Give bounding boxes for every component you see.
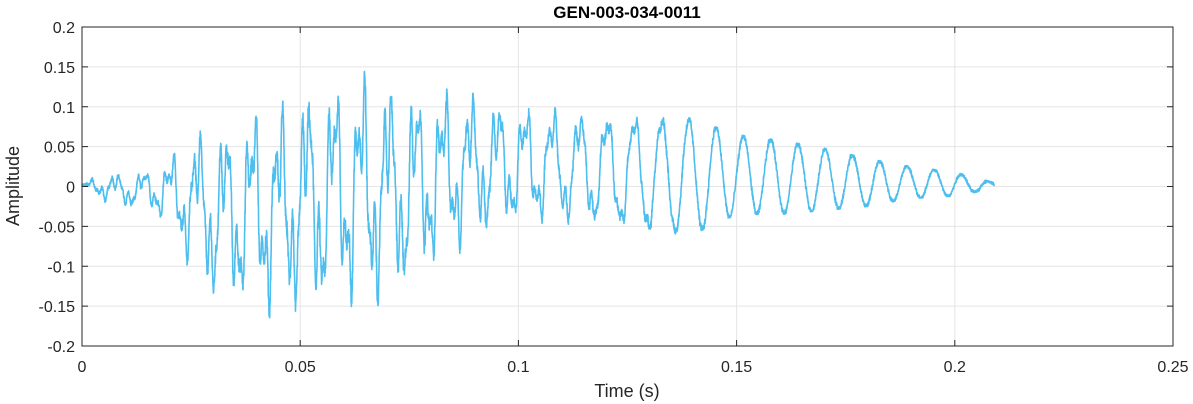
x-axis: 0 0.05 0.1 0.15 0.2 0.25: [78, 27, 1189, 376]
x-axis-label: Time (s): [594, 381, 659, 401]
y-tick-label: 0.15: [44, 60, 75, 77]
x-tick-label: 0.05: [285, 359, 316, 376]
y-axis: -0.2 -0.15 -0.1 -0.05 0 0.05 0.1 0.15 0.2: [39, 20, 1173, 356]
y-tick-label: 0.1: [53, 100, 75, 117]
x-tick-label: 0.2: [944, 359, 966, 376]
y-axis-label: Amplitude: [3, 146, 23, 226]
y-tick-label: -0.1: [47, 259, 75, 276]
signal-trace: [81, 70, 995, 319]
y-tick-label: -0.15: [39, 299, 76, 316]
x-tick-label: 0.25: [1157, 359, 1188, 376]
chart-title: GEN-003-034-0011: [553, 3, 700, 22]
x-tick-label: 0: [78, 359, 87, 376]
y-tick-label: 0.2: [53, 20, 75, 37]
y-tick-label: 0: [66, 180, 75, 197]
signal-line: [81, 70, 995, 319]
y-tick-label: -0.2: [47, 339, 75, 356]
y-tick-label: 0.05: [44, 140, 75, 157]
x-tick-label: 0.15: [721, 359, 752, 376]
y-tick-label: -0.05: [39, 219, 76, 236]
x-tick-label: 0.1: [507, 359, 529, 376]
